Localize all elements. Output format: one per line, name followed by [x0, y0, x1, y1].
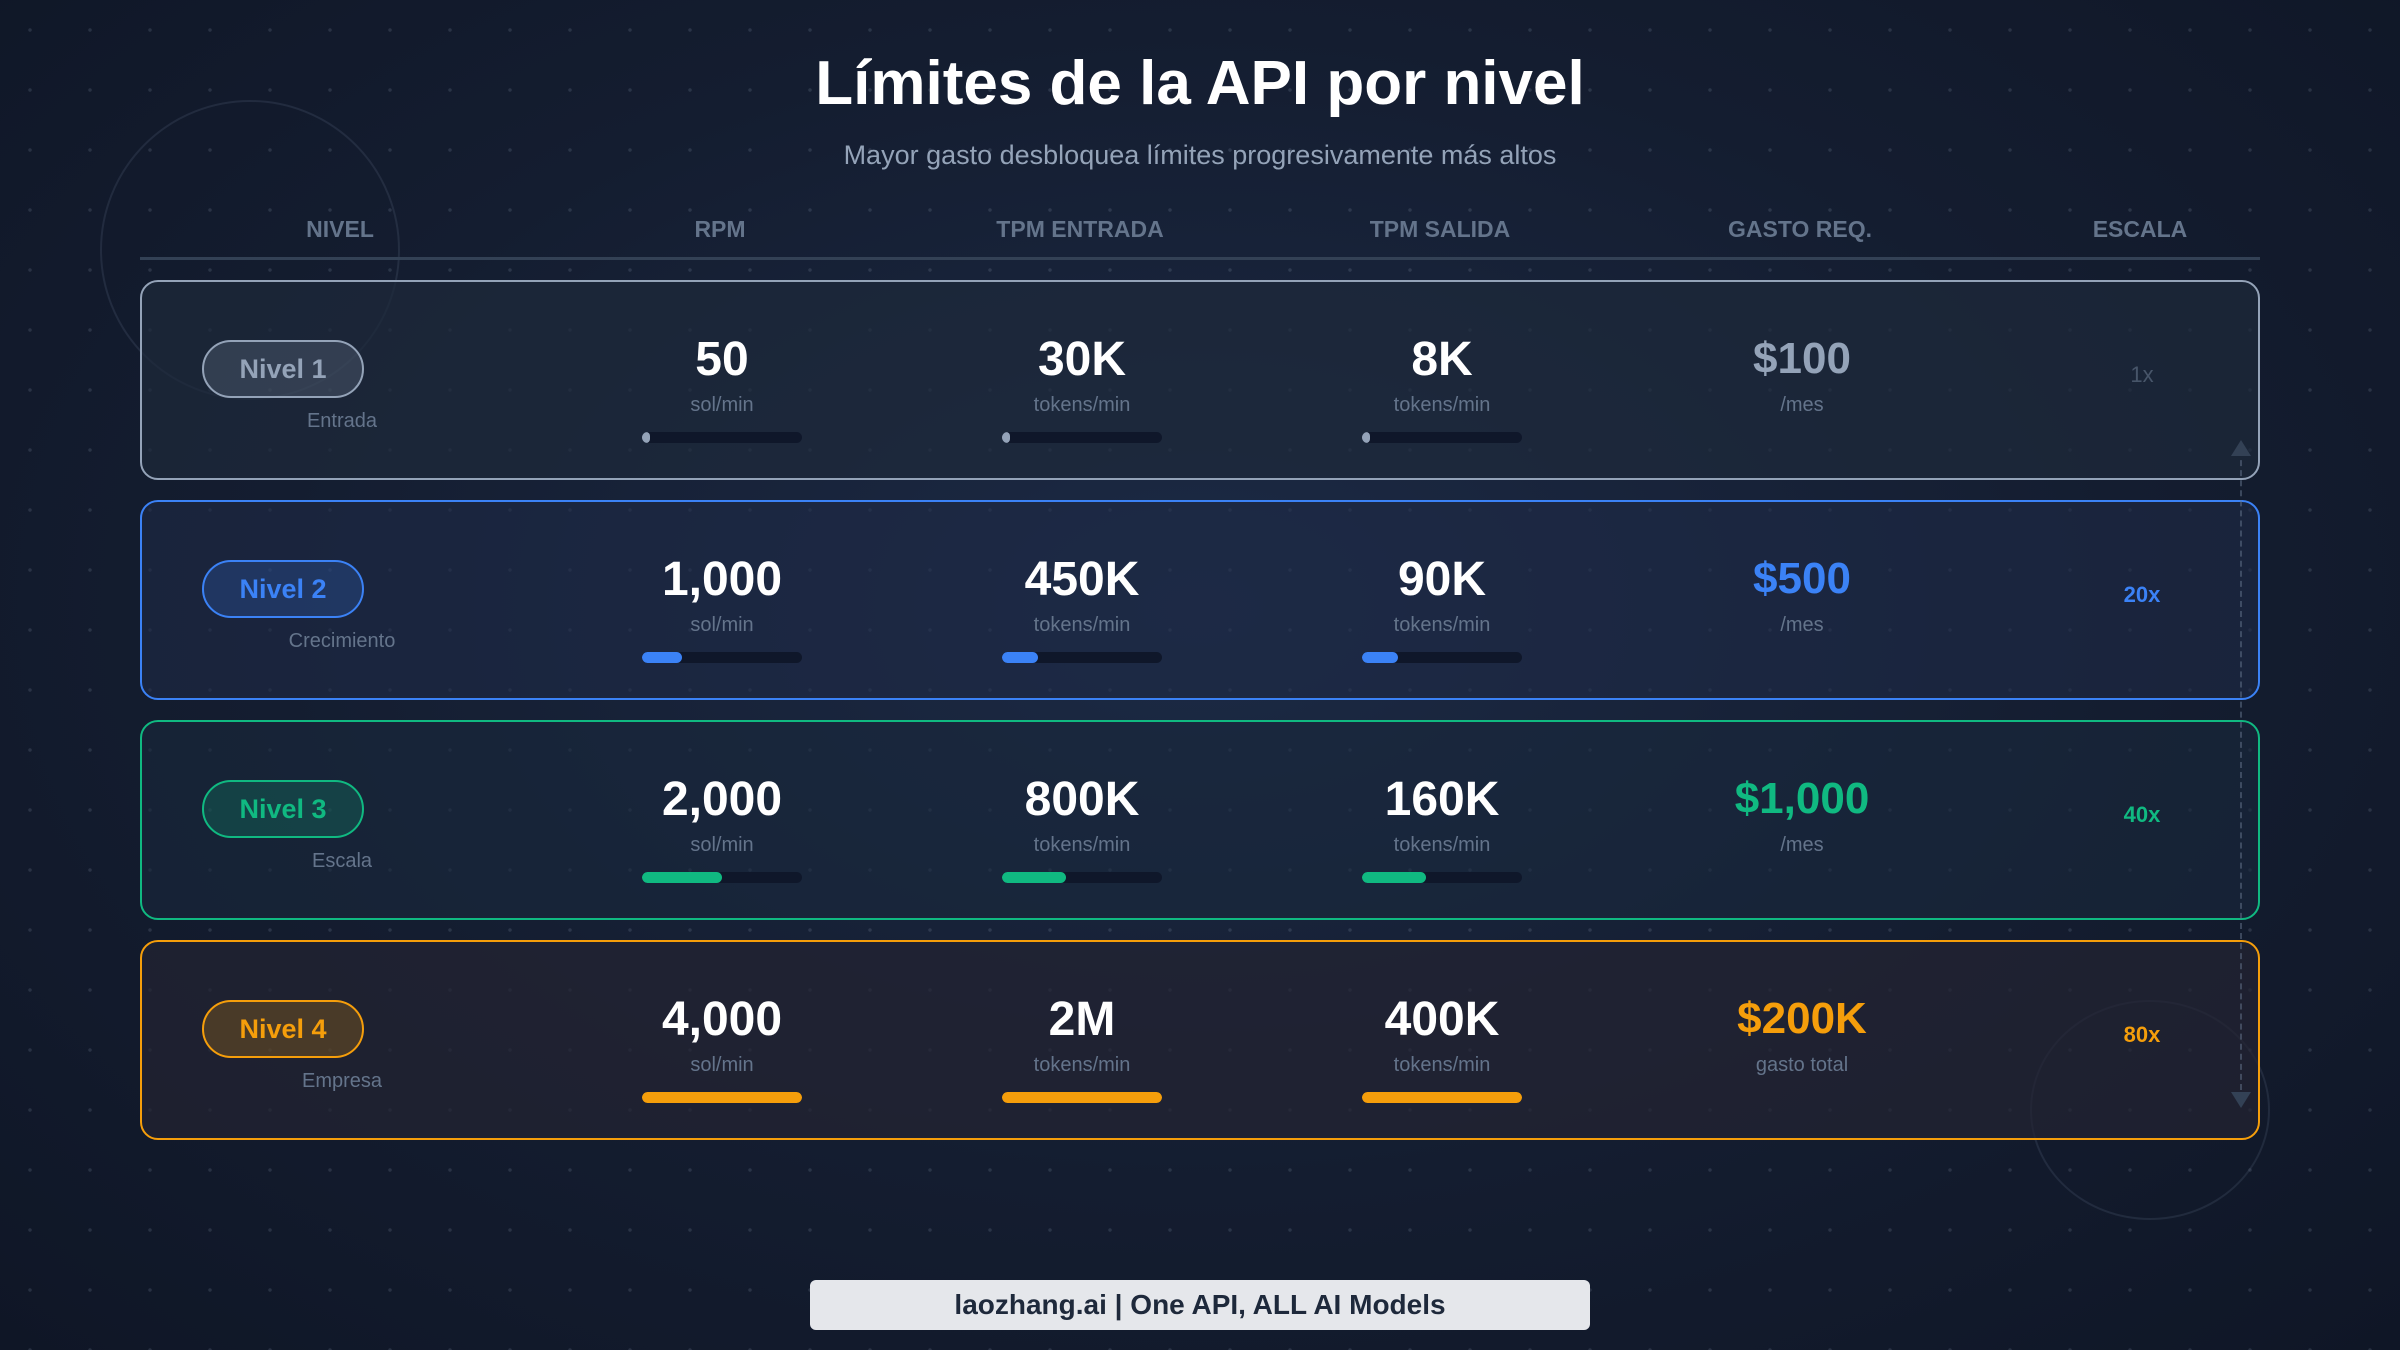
tpm_in-value: 800K	[1024, 773, 1140, 826]
tpm_out-progress-bar	[1362, 652, 1522, 663]
rpm-progress-bar	[642, 872, 802, 883]
rpm-progress-fill	[642, 652, 682, 663]
spend-value: $1,000	[1734, 774, 1870, 823]
page-subtitle: Mayor gasto desbloquea límites progresiv…	[843, 140, 1557, 170]
spend-value: $500	[1753, 554, 1851, 603]
tpm_in-unit: tokens/min	[1033, 614, 1131, 636]
tier-row: Nivel 1 Entrada 50 sol/min 30K tokens/min…	[140, 280, 2260, 480]
rpm-progress-bar	[642, 1092, 802, 1103]
page-title: Límites de la API por nivel	[815, 49, 1585, 118]
tpm_out-value: 400K	[1384, 993, 1500, 1046]
rpm-unit: sol/min	[690, 834, 754, 856]
tpm_out-progress-fill	[1362, 652, 1398, 663]
tpm_in-value: 30K	[1037, 333, 1127, 386]
tpm_out-unit: tokens/min	[1393, 1054, 1491, 1076]
scale-value: 80x	[2123, 1022, 2161, 1047]
tpm_out-progress-fill	[1362, 1092, 1522, 1103]
tier-row: Nivel 3 Escala 2,000 sol/min 800K tokens/…	[140, 720, 2260, 920]
rpm-progress-bar	[642, 652, 802, 663]
tpm_in-unit: tokens/min	[1033, 834, 1131, 856]
tpm_out-progress-bar	[1362, 432, 1522, 443]
tpm_out-progress-bar	[1362, 872, 1522, 883]
header-gasto: GASTO REQ.	[1728, 216, 1872, 242]
spend-value: $200K	[1737, 994, 1867, 1043]
tpm_out-progress-fill	[1362, 872, 1426, 883]
spend-value: $100	[1753, 334, 1851, 383]
tier-badge: Nivel 1	[202, 340, 364, 398]
rpm-unit: sol/min	[690, 394, 754, 416]
tier-name: Entrada	[306, 410, 378, 432]
tpm_in-progress-bar	[1002, 652, 1162, 663]
rpm-unit: sol/min	[690, 614, 754, 636]
rpm-value: 50	[695, 333, 749, 386]
tpm_in-value: 2M	[1048, 993, 1116, 1046]
tpm_out-unit: tokens/min	[1393, 834, 1491, 856]
arrow-down-icon	[2231, 1092, 2251, 1108]
spend-unit: /mes	[1780, 394, 1824, 416]
tier-row: Nivel 4 Empresa 4,000 sol/min 2M tokens/m…	[140, 940, 2260, 1140]
spend-unit: /mes	[1780, 614, 1824, 636]
header-nivel: NIVEL	[306, 216, 374, 242]
tier-row: Nivel 2 Crecimiento 1,000 sol/min 450K to…	[140, 500, 2260, 700]
rpm-progress-fill	[642, 1092, 802, 1103]
tpm_out-value: 8K	[1411, 333, 1473, 386]
tpm_out-progress-fill	[1362, 432, 1370, 443]
tier-badge: Nivel 2	[202, 560, 364, 618]
tpm_in-unit: tokens/min	[1033, 1054, 1131, 1076]
spend-unit: /mes	[1780, 834, 1824, 856]
tier-badge: Nivel 3	[202, 780, 364, 838]
tpm_in-progress-fill	[1002, 1092, 1162, 1103]
tpm_in-progress-fill	[1002, 872, 1066, 883]
tpm_out-value: 90K	[1397, 553, 1487, 606]
tpm_in-progress-bar	[1002, 872, 1162, 883]
scale-arrow	[2240, 450, 2242, 1090]
tpm_in-progress-fill	[1002, 432, 1010, 443]
rpm-value: 1,000	[661, 553, 783, 606]
tier-badge: Nivel 4	[202, 1000, 364, 1058]
header-tpm-entrada: TPM ENTRADA	[996, 216, 1164, 242]
tier-name: Escala	[311, 850, 373, 872]
tpm_out-unit: tokens/min	[1393, 394, 1491, 416]
header-tpm-salida: TPM SALIDA	[1369, 216, 1511, 242]
rpm-progress-bar	[642, 432, 802, 443]
header-escala: ESCALA	[2092, 216, 2188, 242]
tpm_out-value: 160K	[1384, 773, 1500, 826]
tpm_in-progress-bar	[1002, 1092, 1162, 1103]
rpm-value: 2,000	[661, 773, 783, 826]
header-rpm: RPM	[694, 216, 746, 242]
tpm_out-progress-bar	[1362, 1092, 1522, 1103]
rpm-unit: sol/min	[690, 1054, 754, 1076]
tpm_out-unit: tokens/min	[1393, 614, 1491, 636]
tpm_in-progress-bar	[1002, 432, 1162, 443]
footer-banner: laozhang.ai | One API, ALL AI Models	[810, 1280, 1590, 1330]
tpm_in-unit: tokens/min	[1033, 394, 1131, 416]
scale-value: 1x	[2130, 362, 2154, 387]
tpm_in-progress-fill	[1002, 652, 1038, 663]
table-header: NIVEL RPM TPM ENTRADA TPM SALIDA GASTO R…	[140, 216, 2260, 260]
scale-value: 20x	[2123, 582, 2161, 607]
spend-unit: gasto total	[1755, 1054, 1849, 1076]
rpm-progress-fill	[642, 432, 650, 443]
arrow-up-icon	[2231, 440, 2251, 456]
rpm-progress-fill	[642, 872, 722, 883]
scale-value: 40x	[2123, 802, 2161, 827]
tier-name: Empresa	[301, 1070, 383, 1092]
tier-name: Crecimiento	[288, 630, 396, 652]
tpm_in-value: 450K	[1024, 553, 1140, 606]
rpm-value: 4,000	[661, 993, 783, 1046]
